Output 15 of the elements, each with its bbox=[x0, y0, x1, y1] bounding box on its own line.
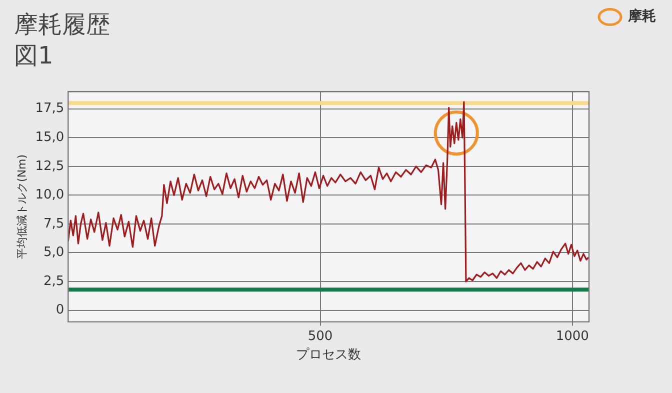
y-tick-label: 0 bbox=[56, 302, 64, 318]
chart-title: 摩耗履歴 bbox=[14, 10, 110, 39]
y-tick-label: 2,5 bbox=[43, 274, 64, 289]
y-axis-title: 平均低減トルク(Nm) bbox=[15, 154, 28, 259]
chart-subtitle: 図1 bbox=[14, 41, 54, 70]
y-tick-label: 5,0 bbox=[43, 245, 64, 260]
y-tick-label: 17,5 bbox=[35, 101, 64, 116]
y-tick-label: 12,5 bbox=[35, 158, 64, 174]
x-tick-label: 1000 bbox=[556, 328, 589, 344]
y-tick-label: 15,0 bbox=[35, 130, 64, 146]
x-axis-title: プロセス数 bbox=[296, 348, 362, 363]
x-tick-label: 500 bbox=[308, 328, 333, 344]
y-tick-label: 7,5 bbox=[43, 216, 64, 232]
y-tick-label: 10,0 bbox=[35, 188, 64, 203]
legend-label: 摩耗 bbox=[627, 8, 656, 25]
